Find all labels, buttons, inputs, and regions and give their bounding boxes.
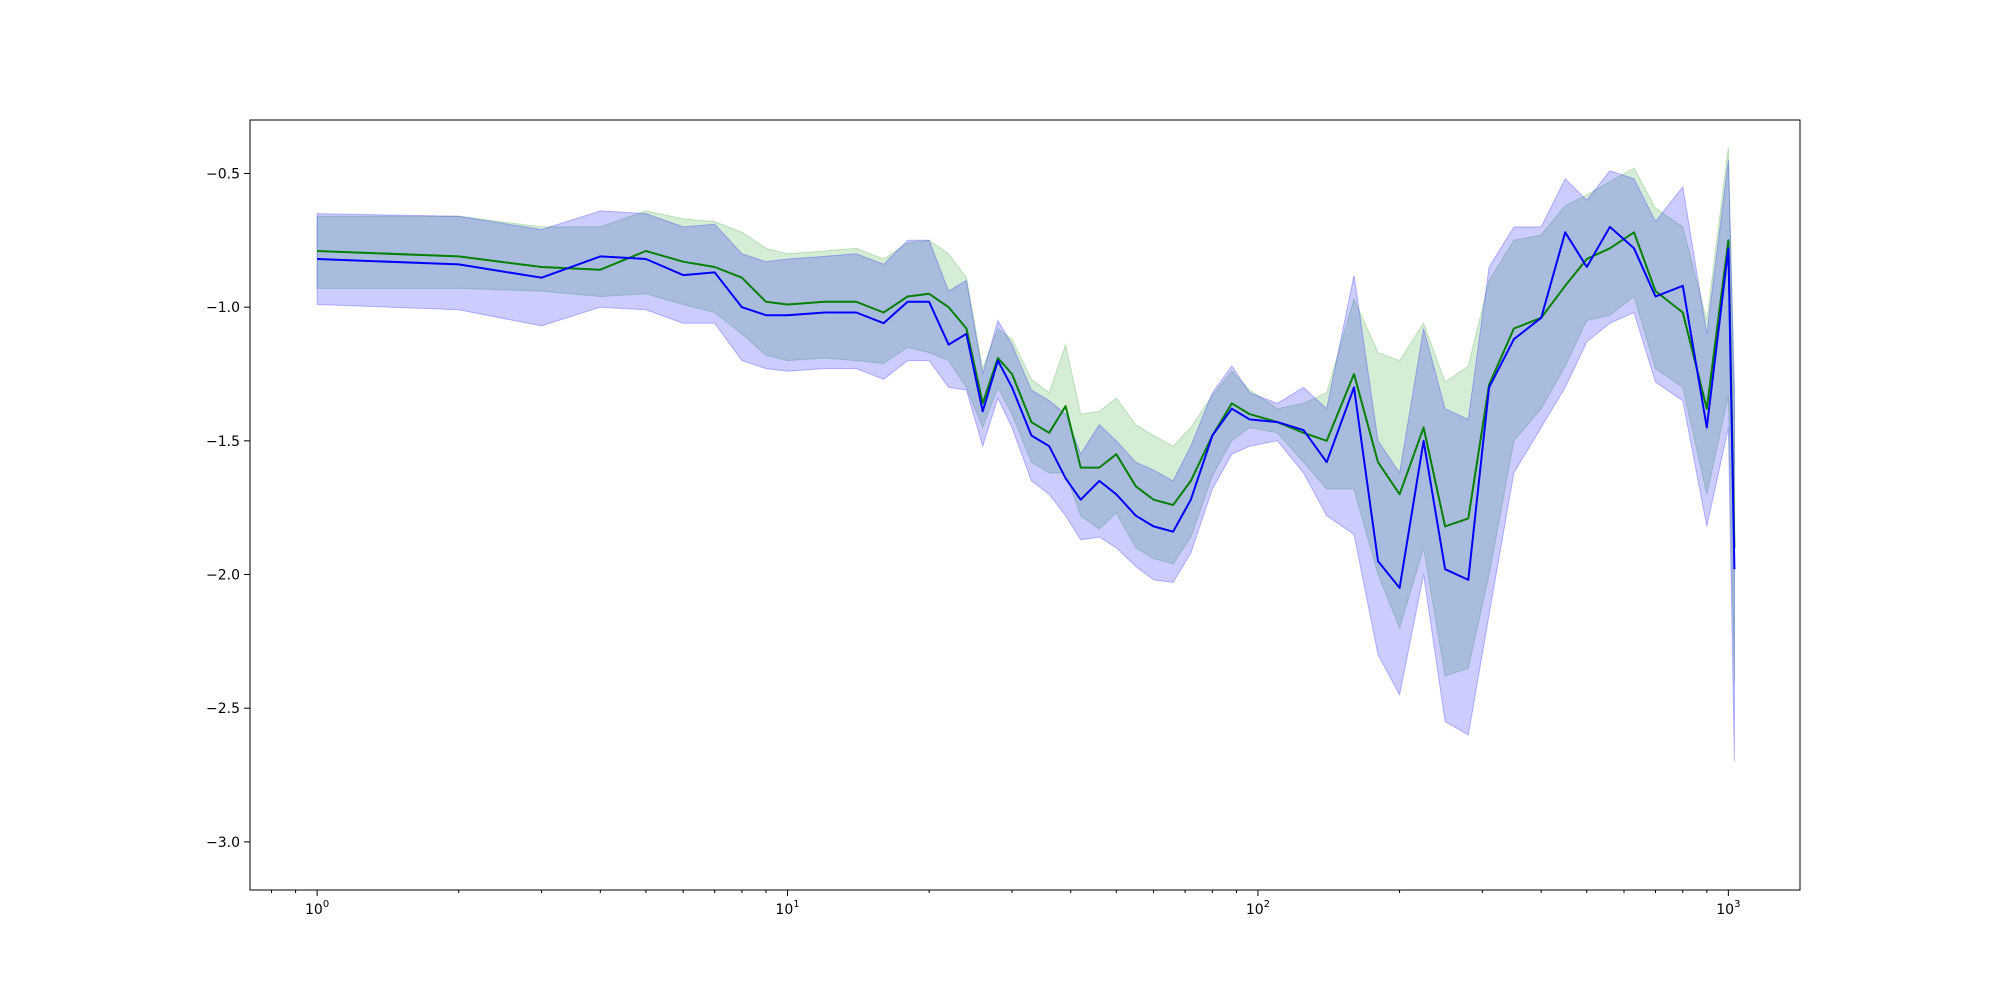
series-2-line [317, 225, 1736, 589]
y-tick-label: −1.5 [206, 434, 240, 450]
y-tick-label: −3.0 [206, 835, 240, 851]
confidence-bands [316, 146, 1735, 762]
series-2-band [316, 160, 1735, 762]
y-tick-label: −2.0 [206, 568, 240, 584]
series-1-line [317, 231, 1736, 548]
y-tick-label: −2.5 [206, 701, 240, 717]
y-axis: −0.5 −1.0 −1.5 −2.0 −2.5 −3.0 [206, 166, 250, 851]
series-lines [317, 225, 1736, 589]
series-1-band [316, 146, 1735, 682]
plot-frame [249, 119, 1801, 891]
y-tick-label: −0.5 [206, 166, 240, 182]
y-tick-label: −1.0 [206, 300, 240, 316]
x-tick-label: 102 [1246, 899, 1270, 918]
x-tick-label: 101 [775, 899, 799, 918]
x-tick-label: 100 [305, 899, 329, 918]
x-tick-label: 103 [1716, 899, 1740, 918]
x-axis: 100 101 102 103 [271, 890, 1740, 918]
